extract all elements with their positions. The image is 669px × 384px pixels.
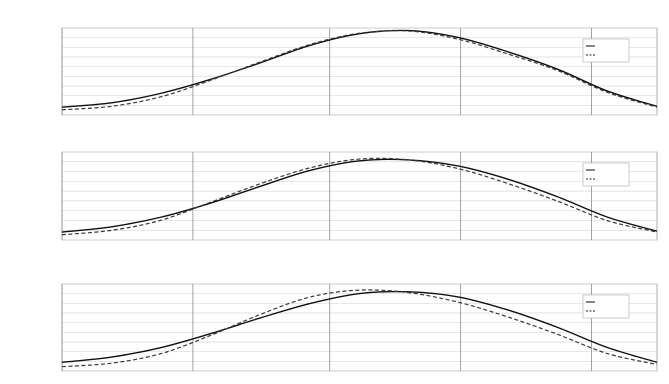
series-line-dashed	[61, 157, 658, 236]
series-line-dashed	[61, 289, 658, 368]
series-line-solid	[61, 158, 658, 233]
legend-box	[582, 294, 630, 319]
series-line-dashed	[61, 30, 658, 111]
plot-area	[61, 27, 658, 116]
legend	[582, 162, 630, 187]
series-line-solid	[61, 290, 658, 363]
legend-box	[582, 162, 630, 187]
plot-area	[61, 151, 658, 241]
legend-box	[582, 38, 630, 63]
chart-panel-3	[61, 283, 658, 372]
plot-area	[61, 283, 658, 372]
legend	[582, 294, 630, 319]
chart-panel-2	[61, 151, 658, 241]
legend	[582, 38, 630, 63]
chart-panel-1	[61, 27, 658, 116]
